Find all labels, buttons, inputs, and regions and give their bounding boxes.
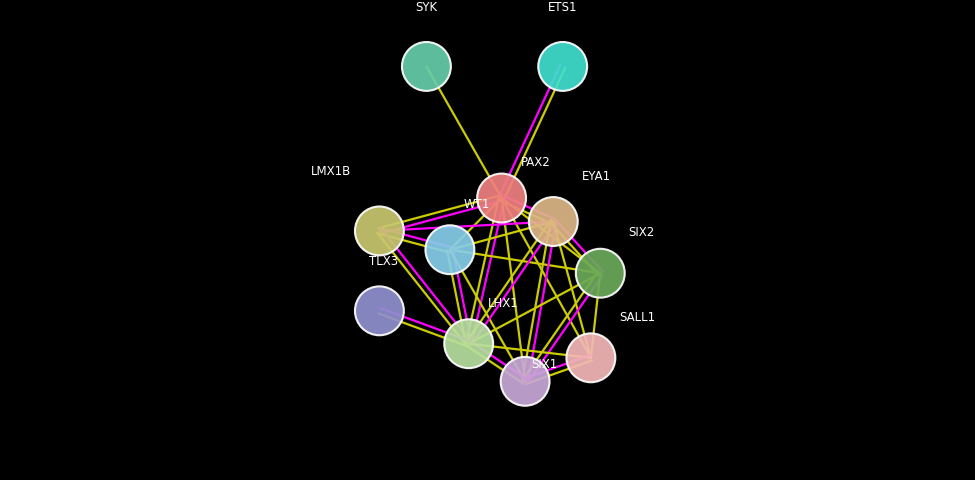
Circle shape: [355, 206, 404, 255]
Circle shape: [425, 225, 475, 274]
Circle shape: [576, 249, 625, 298]
Circle shape: [477, 174, 526, 222]
Circle shape: [528, 197, 578, 246]
Text: LHX1: LHX1: [488, 297, 519, 310]
Circle shape: [500, 357, 550, 406]
Text: ETS1: ETS1: [548, 1, 577, 14]
Text: EYA1: EYA1: [581, 170, 610, 183]
Circle shape: [566, 334, 615, 382]
Text: WT1: WT1: [464, 198, 490, 211]
Circle shape: [355, 287, 404, 335]
Text: SYK: SYK: [415, 1, 438, 14]
Text: LMX1B: LMX1B: [311, 165, 351, 178]
Text: SIX2: SIX2: [629, 227, 655, 240]
Circle shape: [402, 42, 450, 91]
Circle shape: [445, 319, 493, 368]
Text: SIX1: SIX1: [530, 358, 557, 371]
Circle shape: [538, 42, 587, 91]
Text: SALL1: SALL1: [619, 311, 655, 324]
Text: TLX3: TLX3: [370, 254, 398, 267]
Text: PAX2: PAX2: [521, 156, 550, 169]
